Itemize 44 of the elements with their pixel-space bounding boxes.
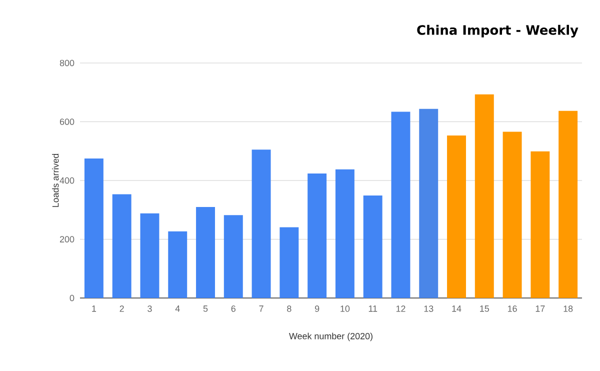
x-tick-label: 2 bbox=[120, 306, 124, 312]
bar bbox=[474, 94, 494, 298]
x-tick-label: 8 bbox=[287, 306, 292, 312]
bar bbox=[224, 215, 243, 298]
bar bbox=[419, 108, 438, 298]
x-tick-label: 3 bbox=[148, 306, 152, 312]
x-tick-label: 18 bbox=[564, 306, 573, 312]
bar bbox=[252, 150, 271, 298]
chart-title: China Import - Weekly bbox=[417, 24, 578, 38]
bar bbox=[112, 194, 132, 298]
x-tick-label: 13 bbox=[424, 306, 434, 312]
y-tick-label: 600 bbox=[60, 118, 74, 125]
x-tick-label: 11 bbox=[368, 306, 378, 312]
bar bbox=[335, 169, 354, 298]
x-tick-label: 15 bbox=[480, 306, 490, 312]
x-tick-label: 12 bbox=[396, 306, 406, 312]
x-tick-label: 14 bbox=[452, 306, 462, 312]
bar bbox=[558, 110, 578, 298]
bar bbox=[280, 227, 299, 298]
x-tick-label: 6 bbox=[231, 306, 236, 312]
y-tick-label: 800 bbox=[60, 60, 74, 66]
x-tick-label: 17 bbox=[536, 306, 545, 312]
y-tick-label: 400 bbox=[60, 177, 74, 184]
x-tick-label: 5 bbox=[203, 306, 208, 312]
bar bbox=[196, 206, 215, 298]
y-axis-title: Loads arrived bbox=[52, 154, 59, 207]
y-tick-label: 200 bbox=[60, 236, 74, 242]
bar bbox=[447, 136, 466, 298]
x-tick-label: 1 bbox=[92, 306, 96, 312]
x-tick-label: 10 bbox=[340, 306, 350, 312]
y-tick-label: 0 bbox=[70, 294, 74, 302]
bar bbox=[84, 158, 104, 298]
bar bbox=[391, 112, 410, 298]
x-tick-label: 7 bbox=[259, 306, 264, 312]
bar bbox=[308, 173, 327, 298]
x-tick-label: 4 bbox=[175, 306, 180, 312]
bar bbox=[363, 195, 382, 298]
bar bbox=[502, 132, 522, 298]
x-tick-label: 9 bbox=[314, 306, 320, 312]
x-axis-title: Week number (2020) bbox=[289, 332, 372, 342]
bar bbox=[168, 231, 188, 298]
x-tick-label: 16 bbox=[508, 306, 517, 312]
bar bbox=[530, 151, 550, 298]
bar bbox=[140, 213, 160, 298]
